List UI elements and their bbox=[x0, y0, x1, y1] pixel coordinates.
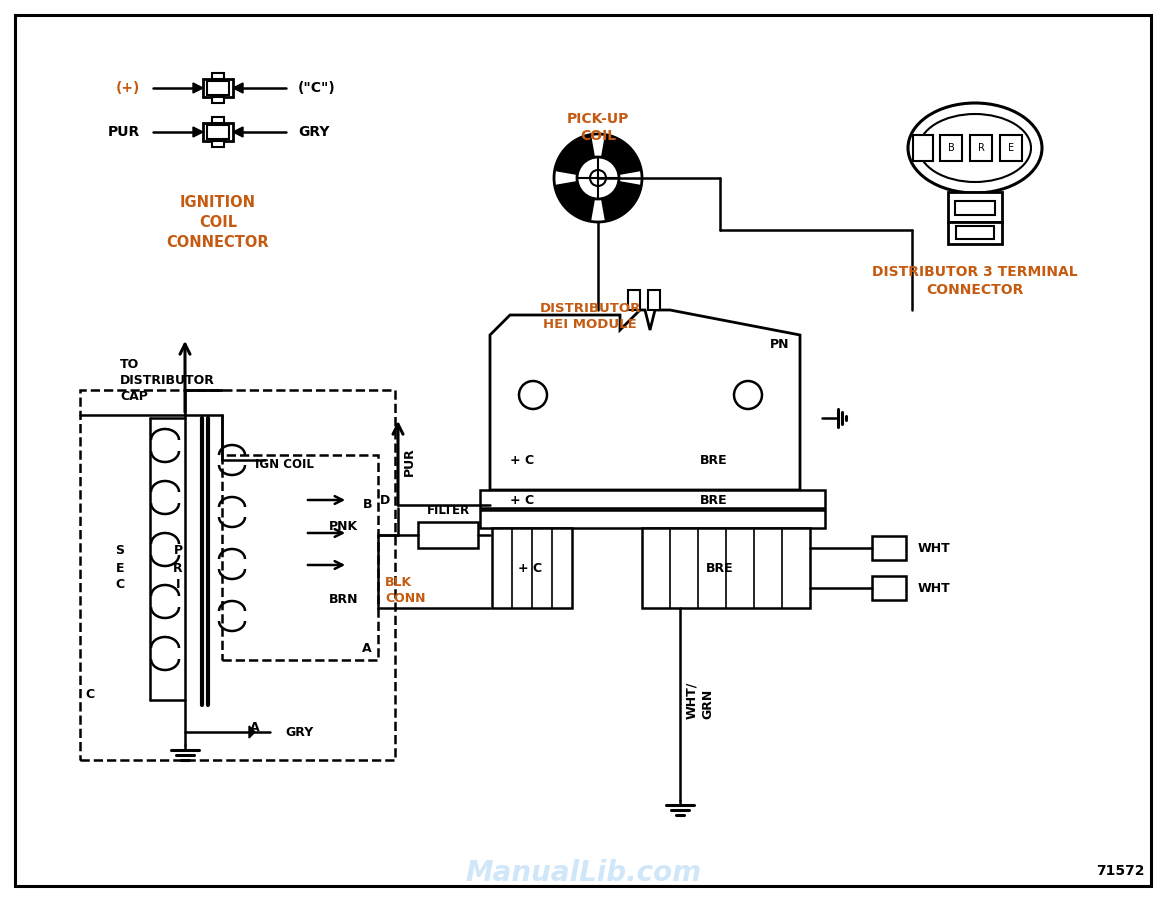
Text: E: E bbox=[1007, 143, 1014, 153]
Circle shape bbox=[735, 381, 763, 409]
Circle shape bbox=[577, 157, 619, 199]
Text: DISTRIBUTOR 3 TERMINAL
CONNECTOR: DISTRIBUTOR 3 TERMINAL CONNECTOR bbox=[872, 265, 1077, 297]
Polygon shape bbox=[490, 310, 800, 490]
Bar bbox=[642, 528, 810, 608]
Text: GRY: GRY bbox=[285, 725, 314, 739]
Bar bbox=[913, 135, 933, 161]
Wedge shape bbox=[598, 134, 641, 178]
Polygon shape bbox=[233, 127, 243, 137]
Bar bbox=[203, 123, 233, 141]
Circle shape bbox=[519, 381, 547, 409]
Bar bbox=[203, 79, 233, 97]
Bar bbox=[648, 290, 660, 310]
Bar bbox=[212, 117, 224, 123]
Text: BRE: BRE bbox=[707, 561, 733, 575]
Text: PN: PN bbox=[770, 339, 789, 351]
Text: WHT: WHT bbox=[918, 581, 950, 595]
Bar bbox=[212, 73, 224, 79]
Text: IGN COIL: IGN COIL bbox=[255, 459, 314, 471]
Bar bbox=[955, 201, 995, 215]
Bar bbox=[492, 528, 573, 608]
Text: WHT/
GRN: WHT/ GRN bbox=[684, 681, 714, 719]
Text: B: B bbox=[363, 498, 372, 512]
Text: C: C bbox=[85, 688, 94, 702]
Bar bbox=[208, 81, 229, 95]
Text: GRY: GRY bbox=[298, 125, 330, 139]
Text: (+): (+) bbox=[115, 81, 140, 95]
Text: BRE: BRE bbox=[700, 453, 728, 467]
Ellipse shape bbox=[919, 114, 1031, 182]
Bar bbox=[480, 510, 826, 528]
Bar bbox=[940, 135, 962, 161]
Text: PUR: PUR bbox=[107, 125, 140, 139]
Bar bbox=[628, 290, 640, 310]
Text: FILTER: FILTER bbox=[427, 504, 470, 517]
Bar bbox=[222, 455, 378, 660]
Bar bbox=[956, 226, 993, 239]
Bar bbox=[212, 141, 224, 147]
Text: + C: + C bbox=[510, 494, 534, 506]
Text: P
R
I: P R I bbox=[174, 544, 183, 591]
Text: WHT: WHT bbox=[918, 542, 950, 554]
Polygon shape bbox=[233, 83, 243, 93]
Text: B: B bbox=[948, 143, 955, 153]
Text: + C: + C bbox=[518, 561, 542, 575]
Bar bbox=[970, 135, 992, 161]
Circle shape bbox=[590, 170, 606, 186]
Bar bbox=[948, 192, 1002, 222]
Wedge shape bbox=[598, 178, 641, 222]
Wedge shape bbox=[555, 134, 598, 178]
Polygon shape bbox=[250, 726, 255, 738]
Text: A: A bbox=[363, 642, 372, 654]
Text: 71572: 71572 bbox=[1096, 864, 1145, 878]
Polygon shape bbox=[194, 127, 203, 137]
Text: D: D bbox=[380, 494, 389, 506]
Bar bbox=[212, 97, 224, 103]
Text: IGNITION
COIL
CONNECTOR: IGNITION COIL CONNECTOR bbox=[167, 195, 269, 250]
Text: ManualLib.com: ManualLib.com bbox=[465, 859, 701, 887]
Text: A: A bbox=[251, 721, 260, 734]
Bar bbox=[417, 522, 478, 548]
Text: R: R bbox=[977, 143, 984, 153]
Wedge shape bbox=[555, 178, 598, 222]
Text: ("C"): ("C") bbox=[298, 81, 336, 95]
Bar bbox=[80, 390, 395, 760]
Bar bbox=[872, 576, 906, 600]
Ellipse shape bbox=[908, 103, 1042, 193]
Text: BRE: BRE bbox=[700, 494, 728, 506]
Text: S
E
C: S E C bbox=[115, 544, 125, 591]
Text: PNK: PNK bbox=[329, 520, 358, 533]
Text: DISTRIBUTOR
HEI MODULE: DISTRIBUTOR HEI MODULE bbox=[540, 302, 640, 331]
Text: BRN: BRN bbox=[329, 593, 358, 606]
Text: BLK
CONN: BLK CONN bbox=[385, 576, 426, 605]
Bar bbox=[948, 222, 1002, 244]
Bar bbox=[1000, 135, 1023, 161]
Text: + C: + C bbox=[510, 453, 534, 467]
Text: TO
DISTRIBUTOR
CAP: TO DISTRIBUTOR CAP bbox=[120, 358, 215, 403]
Bar bbox=[480, 490, 826, 508]
Polygon shape bbox=[194, 83, 203, 93]
Bar bbox=[872, 536, 906, 560]
Text: PICK-UP
COIL: PICK-UP COIL bbox=[567, 112, 630, 143]
Bar bbox=[208, 125, 229, 139]
Text: PUR: PUR bbox=[403, 448, 416, 477]
